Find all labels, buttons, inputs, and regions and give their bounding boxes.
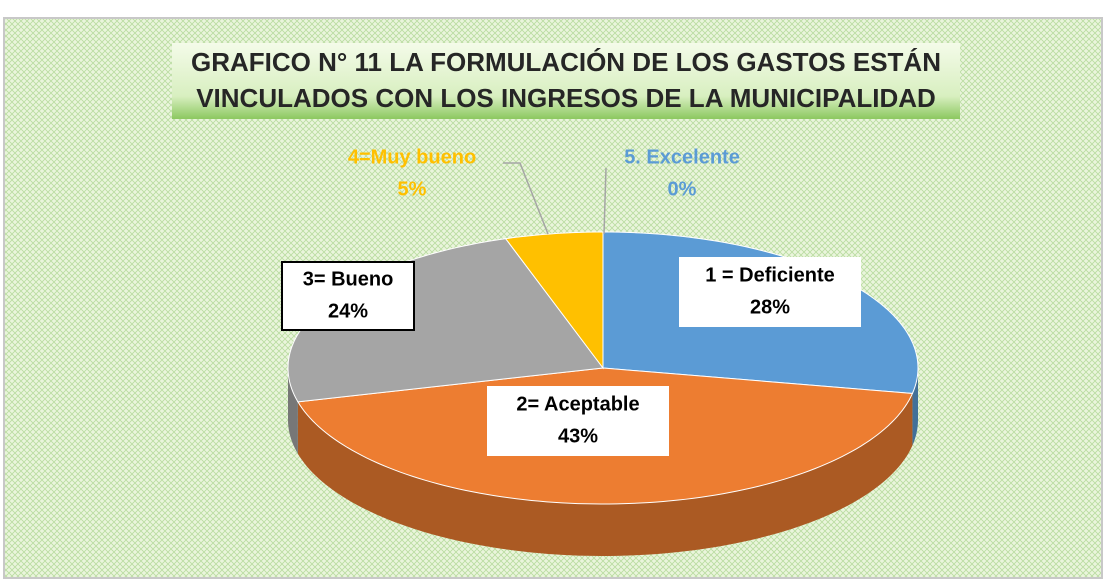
label-box [281, 261, 415, 331]
data-labels: 1 = Deficiente 28% 2= Aceptable 43% 3= Bueno… [281, 146, 861, 456]
category-label: 4=Muy bueno [348, 146, 476, 168]
slice-side [297, 393, 913, 556]
label-box [487, 386, 669, 456]
slice-side [912, 368, 918, 446]
title-box [172, 43, 960, 119]
pie-sides [288, 368, 918, 556]
category-label: 1 = Deficiente [705, 264, 835, 286]
slice [504, 231, 604, 370]
chart-title: GRAFICO N° 11 LA FORMULACIÓN DE LOS GAST… [191, 47, 941, 77]
category-label: 5. Excelente [624, 146, 740, 168]
value-label: 28% [750, 296, 790, 318]
leader-line [603, 167, 607, 235]
chart-title: VINCULADOS CON LOS INGRESOS DE LA MUNICI… [196, 83, 936, 113]
value-label: 24% [328, 300, 368, 322]
value-label: 43% [558, 425, 598, 447]
category-label: 2= Aceptable [516, 393, 639, 415]
value-label: 0% [668, 178, 697, 200]
value-label: 5% [398, 178, 427, 200]
slice-side [288, 368, 298, 454]
category-label: 3= Bueno [303, 268, 394, 290]
leader-line [503, 162, 549, 235]
label-box [679, 257, 861, 327]
